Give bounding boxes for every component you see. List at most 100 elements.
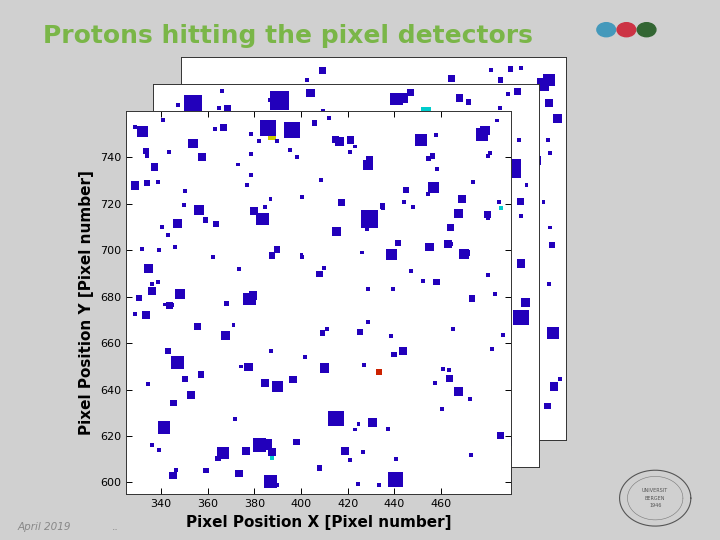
Point — [243, 363, 254, 372]
Point — [271, 382, 283, 391]
Point — [320, 372, 331, 381]
Point — [495, 76, 506, 84]
Point — [291, 207, 302, 216]
Point — [548, 382, 559, 391]
Point — [129, 310, 140, 319]
Point — [300, 353, 311, 362]
Point — [411, 123, 423, 131]
Point — [495, 116, 507, 124]
Point — [323, 113, 335, 122]
Point — [492, 262, 504, 271]
Point — [331, 179, 343, 188]
Point — [465, 451, 477, 460]
Point — [485, 263, 497, 272]
Point — [246, 171, 257, 179]
Point — [313, 215, 325, 224]
Point — [333, 348, 345, 357]
Point — [228, 125, 240, 134]
Point — [266, 448, 278, 457]
Point — [322, 250, 333, 259]
Point — [233, 265, 245, 273]
Point — [480, 179, 492, 187]
Point — [218, 123, 230, 132]
Point — [319, 363, 330, 372]
Point — [157, 281, 168, 289]
Point — [289, 134, 301, 143]
Point — [347, 385, 359, 394]
Point — [301, 235, 312, 244]
Point — [501, 338, 513, 346]
Point — [203, 209, 215, 218]
Point — [434, 205, 446, 213]
Point — [415, 100, 427, 109]
Point — [513, 157, 525, 165]
Text: April 2019: April 2019 — [18, 522, 71, 532]
Point — [256, 310, 267, 319]
Point — [415, 124, 427, 133]
Point — [314, 269, 325, 278]
Point — [284, 270, 296, 279]
Point — [495, 431, 506, 440]
Point — [159, 300, 171, 309]
Point — [343, 148, 354, 157]
Point — [452, 230, 464, 238]
Point — [360, 326, 372, 335]
Point — [516, 181, 527, 190]
Point — [233, 469, 245, 478]
Point — [164, 455, 176, 464]
Point — [552, 114, 564, 123]
Point — [296, 273, 307, 281]
Point — [420, 140, 431, 149]
Point — [466, 325, 477, 333]
Point — [232, 245, 243, 253]
Point — [152, 178, 163, 186]
Point — [502, 437, 513, 446]
Point — [368, 279, 379, 288]
Point — [546, 241, 558, 249]
Point — [513, 87, 524, 96]
Point — [471, 403, 482, 411]
Point — [285, 244, 297, 252]
Text: 1946: 1946 — [649, 503, 662, 508]
Point — [240, 150, 252, 159]
Point — [537, 80, 549, 89]
Point — [259, 203, 271, 212]
Point — [320, 208, 332, 217]
Point — [181, 280, 192, 288]
Point — [187, 100, 199, 109]
Point — [469, 183, 480, 192]
Point — [167, 471, 179, 480]
Point — [171, 466, 182, 475]
Point — [183, 144, 194, 153]
Point — [379, 215, 390, 224]
Point — [246, 390, 258, 399]
Point — [207, 253, 219, 261]
Point — [496, 141, 508, 150]
Point — [426, 315, 437, 323]
Point — [262, 213, 274, 222]
Point — [420, 108, 432, 117]
Point — [503, 89, 514, 98]
Point — [214, 104, 225, 113]
Point — [446, 74, 457, 83]
Point — [417, 276, 428, 285]
Point — [204, 166, 215, 175]
Point — [397, 347, 409, 355]
Point — [158, 228, 169, 237]
Point — [162, 231, 174, 239]
Point — [384, 417, 395, 426]
Point — [341, 415, 352, 423]
Point — [185, 390, 197, 399]
Point — [387, 285, 399, 293]
Point — [445, 247, 456, 256]
Point — [516, 259, 527, 268]
Point — [291, 438, 302, 447]
Point — [356, 265, 368, 274]
Point — [237, 306, 248, 315]
Point — [498, 199, 509, 208]
Point — [431, 131, 442, 139]
Point — [348, 85, 359, 93]
Point — [437, 364, 449, 373]
Point — [141, 179, 153, 187]
Point — [415, 136, 426, 144]
